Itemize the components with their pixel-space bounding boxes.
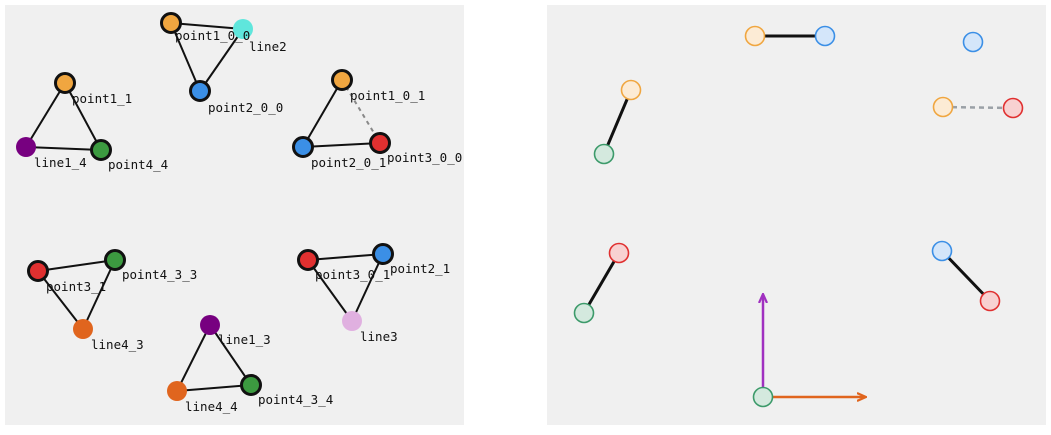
node-r6b[interactable]	[979, 290, 1001, 312]
edge-n_line2-n_p200	[199, 28, 244, 92]
node-line2[interactable]	[233, 19, 253, 39]
node-label-line1_3: line1_3	[218, 332, 271, 347]
node-line3[interactable]	[342, 311, 362, 331]
node-r3b[interactable]	[593, 143, 615, 165]
node-label-point1_0_0: point1_0_0	[175, 28, 250, 43]
node-point2_0_1[interactable]	[292, 136, 314, 158]
node-line4_4[interactable]	[167, 381, 187, 401]
edge-r5a-r5b	[582, 252, 621, 314]
edge-n_p31-n_l43	[37, 270, 84, 330]
node-label-point2_0_0: point2_0_0	[208, 100, 283, 115]
node-point4_4[interactable]	[90, 139, 112, 161]
right-graph-canvas	[573, 25, 1024, 408]
edge-r6a-r6b	[940, 249, 992, 303]
left-edges	[25, 22, 384, 392]
node-label-line4_4: line4_4	[185, 399, 238, 414]
edge-n_p301-n_p21	[307, 253, 384, 261]
left-graph-panel: point1_0_0 line2 point2_0_0 point1_1 line1_4…	[5, 5, 464, 425]
node-line1_4[interactable]	[16, 137, 36, 157]
edge-n_p31-n_p433	[37, 259, 116, 272]
node-r6a[interactable]	[931, 240, 953, 262]
edge-n_p100-n_p200	[170, 22, 201, 92]
edge-r3a-r3b	[602, 89, 633, 155]
edge-r4a-r4b	[942, 105, 1014, 110]
edge-n_p11-n_p44	[64, 82, 102, 151]
node-point3_1[interactable]	[27, 260, 49, 282]
edge-n_p201-n_p300	[302, 142, 381, 148]
edge-n_p100-n_line2	[170, 22, 244, 30]
node-label-line3: line3	[360, 329, 398, 344]
node-r4b[interactable]	[1002, 97, 1024, 119]
node-label-point3_1: point3_1	[46, 279, 106, 294]
node-label-point1_0_1: point1_0_1	[350, 88, 425, 103]
node-line1_3[interactable]	[200, 315, 220, 335]
node-label-point3_0_0: point3_0_0	[387, 150, 462, 165]
node-r1b[interactable]	[814, 25, 836, 47]
node-r3a[interactable]	[620, 79, 642, 101]
edge-n_p21-n_line3	[351, 253, 384, 322]
node-label-line2: line2	[249, 39, 287, 54]
node-label-point4_4: point4_4	[108, 157, 168, 172]
right-edges	[582, 34, 1014, 314]
node-label-point2_1: point2_1	[390, 261, 450, 276]
edge-n_p11-n_l14	[25, 82, 66, 148]
node-point3_0_0[interactable]	[369, 132, 391, 154]
edge-n_p433-n_l43	[82, 259, 116, 330]
edge-n_p301-n_line3	[307, 259, 353, 322]
node-r1a[interactable]	[744, 25, 766, 47]
right-nodes	[573, 25, 1024, 408]
node-point4_3_3[interactable]	[104, 249, 126, 271]
right-graph-panel	[547, 5, 1046, 425]
node-point2_1[interactable]	[372, 243, 394, 265]
node-label-point2_0_1: point2_0_1	[311, 155, 386, 170]
node-label-point1_1: point1_1	[72, 91, 132, 106]
edge-n_l44-n_p434	[176, 384, 252, 392]
node-label-line4_3: line4_3	[91, 337, 144, 352]
node-point4_3_4[interactable]	[240, 374, 262, 396]
node-point1_0_0[interactable]	[160, 12, 182, 34]
node-label-point4_3_3: point4_3_3	[122, 267, 197, 282]
node-line4_3[interactable]	[73, 319, 93, 339]
edge-n_l13-n_p434	[209, 324, 252, 386]
edge-n_l13-n_l44	[176, 324, 211, 392]
right-arrows	[763, 295, 865, 397]
left-nodes	[16, 12, 394, 401]
node-r5b[interactable]	[573, 302, 595, 324]
edge-n_l14-n_p44	[25, 146, 102, 151]
node-label-point4_3_4: point4_3_4	[258, 392, 333, 407]
node-r4a[interactable]	[932, 96, 954, 118]
node-point1_0_1[interactable]	[331, 69, 353, 91]
node-r5a[interactable]	[608, 242, 630, 264]
edge-n_p101-n_p201	[302, 79, 343, 148]
node-label-point3_0_1: point3_0_1	[315, 267, 390, 282]
node-r7[interactable]	[752, 386, 774, 408]
node-point3_0_1[interactable]	[297, 249, 319, 271]
node-r2[interactable]	[962, 31, 984, 53]
node-point2_0_0[interactable]	[189, 80, 211, 102]
node-point1_1[interactable]	[54, 72, 76, 94]
node-label-line1_4: line1_4	[34, 155, 87, 170]
